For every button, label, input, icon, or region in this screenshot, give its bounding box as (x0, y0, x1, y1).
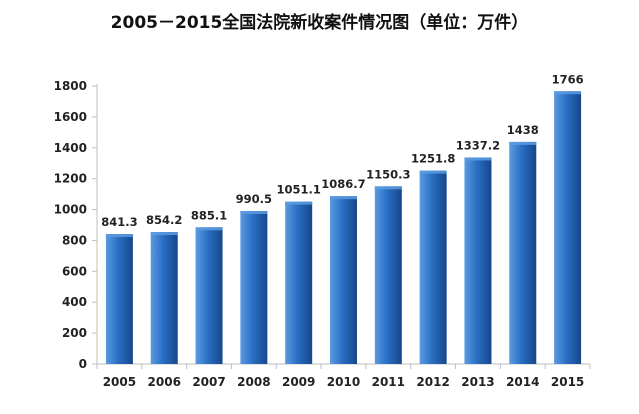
bar-top-highlight (150, 232, 178, 236)
y-tick-label: 0 (79, 357, 87, 371)
data-label: 1438 (507, 123, 539, 137)
y-tick-label: 1600 (54, 110, 87, 124)
bar-top-highlight (285, 201, 313, 205)
x-tick-label: 2014 (506, 375, 539, 389)
x-tick-label: 2009 (282, 375, 315, 389)
data-label: 1251.8 (411, 152, 455, 166)
bar-top-highlight (464, 157, 492, 161)
data-label: 854.2 (146, 213, 182, 227)
y-tick-label: 800 (62, 233, 87, 247)
x-tick-label: 2007 (192, 375, 225, 389)
bar-top-highlight (374, 186, 402, 190)
bar (150, 232, 178, 364)
x-tick-label: 2006 (148, 375, 181, 389)
y-axis-ticks: 0 200 400 600 800 1000 1200 1400 1600 1800 (54, 79, 97, 371)
x-tick-label: 2011 (372, 375, 405, 389)
bar (374, 186, 402, 364)
data-label: 1150.3 (366, 167, 410, 181)
data-label: 841.3 (101, 215, 137, 229)
y-tick-label: 1800 (54, 79, 87, 93)
data-label: 1766 (552, 72, 584, 86)
y-tick-label: 600 (62, 264, 87, 278)
y-tick-label: 1200 (54, 172, 87, 186)
bar-series (105, 91, 582, 365)
y-tick-label: 400 (62, 295, 87, 309)
bar-top-highlight (195, 227, 223, 231)
bar (554, 91, 582, 365)
bar (195, 227, 223, 364)
bar (509, 141, 537, 364)
bar-top-highlight (554, 91, 582, 95)
bar (464, 157, 492, 364)
bar-top-highlight (330, 196, 357, 200)
x-tick-label: 2015 (551, 375, 584, 389)
bar (240, 211, 268, 364)
bar (285, 201, 313, 364)
data-label: 1086.7 (321, 177, 365, 191)
x-axis-ticks: 2005 2006 2007 2008 2009 2010 2011 2012 2013 2014… (96, 364, 591, 389)
bar (419, 170, 447, 364)
data-label: 1051.1 (276, 183, 320, 197)
bar (105, 234, 133, 364)
data-label: 885.1 (191, 208, 227, 222)
bar-top-highlight (419, 170, 447, 174)
bar-top-highlight (509, 141, 537, 145)
x-tick-label: 2012 (416, 375, 449, 389)
x-tick-label: 2010 (327, 375, 360, 389)
x-tick-label: 2013 (461, 375, 494, 389)
y-tick-label: 1000 (54, 203, 87, 217)
data-label: 990.5 (236, 192, 272, 206)
bar-top-highlight (105, 234, 133, 238)
bar-top-highlight (240, 211, 268, 215)
y-tick-label: 1400 (54, 141, 87, 155)
bar (330, 196, 357, 364)
data-labels: 841.3 854.2 885.1 990.5 1051.1 1086.71150.312… (101, 72, 583, 229)
x-tick-label: 2005 (103, 375, 136, 389)
chart-title: 2005－2015全国法院新收案件情况图（单位：万件） (110, 13, 529, 33)
y-tick-label: 200 (62, 326, 87, 340)
x-tick-label: 2008 (237, 375, 270, 389)
data-label: 1337.2 (456, 138, 500, 152)
